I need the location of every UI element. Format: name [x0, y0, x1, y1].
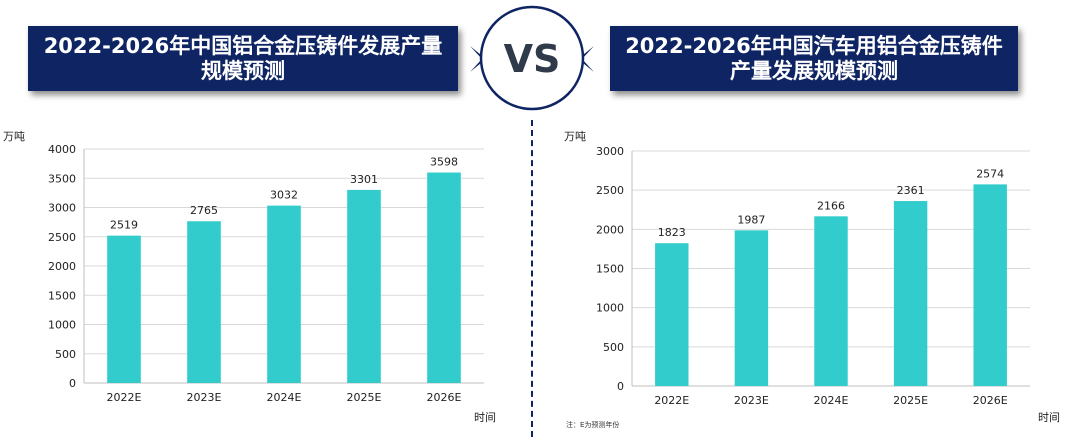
- data-label: 1823: [658, 226, 686, 239]
- bar: [734, 230, 769, 386]
- bar: [973, 184, 1007, 386]
- x-tick-label: 2023E: [734, 394, 769, 407]
- bar: [347, 189, 381, 383]
- data-label: 2519: [110, 219, 138, 232]
- y-tick-label: 1500: [48, 289, 76, 302]
- bar: [893, 201, 928, 386]
- y-tick-label: 2000: [596, 223, 624, 236]
- y-axis-title: 万吨: [3, 130, 25, 143]
- x-tick-label: 2023E: [187, 391, 222, 404]
- bar: [187, 221, 221, 383]
- x-axis-title: 时间: [474, 411, 496, 424]
- y-tick-label: 0: [617, 380, 624, 393]
- vs-badge: VS: [462, 0, 602, 118]
- vs-circle: [479, 5, 585, 111]
- x-tick-label: 2024E: [814, 394, 849, 407]
- y-tick-label: 2500: [48, 231, 76, 244]
- x-tick-label: 2022E: [107, 391, 142, 404]
- y-tick-label: 0: [69, 377, 76, 390]
- x-tick-label: 2026E: [427, 391, 462, 404]
- x-axis-title: 时间: [1038, 411, 1060, 424]
- y-tick-label: 2500: [596, 184, 624, 197]
- y-tick-label: 500: [55, 348, 76, 361]
- left-bar-chart: 0 500 1000 1500 2000 2500 3000 3500 4000 2519 2022…: [0, 118, 520, 437]
- y-tick-label: 1500: [596, 263, 624, 276]
- bar: [267, 205, 301, 383]
- data-label: 3598: [430, 156, 458, 169]
- bar: [655, 243, 689, 386]
- footnote: 注：E为预测年份: [566, 421, 620, 429]
- right-title-banner: 2022-2026年中国汽车用铝合金压铸件 产量发展规模预测: [610, 26, 1018, 91]
- data-label: 2765: [190, 204, 218, 217]
- data-label: 1987: [737, 213, 765, 226]
- x-tick-label: 2024E: [267, 391, 302, 404]
- bar: [814, 216, 848, 386]
- data-label: 2166: [817, 199, 845, 212]
- x-tick-label: 2026E: [973, 394, 1008, 407]
- y-tick-label: 2000: [48, 260, 76, 273]
- center-divider: [531, 120, 533, 437]
- y-tick-label: 4000: [48, 143, 76, 156]
- data-label: 3032: [270, 189, 298, 202]
- y-tick-label: 1000: [596, 302, 624, 315]
- right-title: 2022-2026年中国汽车用铝合金压铸件 产量发展规模预测: [625, 33, 1003, 83]
- y-tick-label: 3000: [48, 202, 76, 215]
- x-tick-label: 2025E: [347, 391, 382, 404]
- left-title-banner: 2022-2026年中国铝合金压铸件发展产量 规模预测: [28, 26, 458, 91]
- y-tick-label: 500: [603, 341, 624, 354]
- x-tick-label: 2022E: [654, 394, 689, 407]
- bar: [427, 172, 461, 383]
- left-title: 2022-2026年中国铝合金压铸件发展产量 规模预测: [43, 33, 443, 83]
- y-tick-label: 3500: [48, 172, 76, 185]
- y-axis-title: 万吨: [564, 130, 586, 143]
- x-tick-label: 2025E: [893, 394, 928, 407]
- right-bar-chart: 0 500 1000 1500 2000 2500 3000 1823 2022E 1987 202…: [548, 118, 1080, 437]
- bar: [107, 235, 141, 383]
- y-tick-label: 3000: [596, 145, 624, 158]
- y-tick-label: 1000: [48, 319, 76, 332]
- data-label: 3301: [350, 173, 378, 186]
- data-label: 2361: [897, 184, 925, 197]
- data-label: 2574: [976, 167, 1004, 180]
- vs-text: VS: [504, 37, 561, 81]
